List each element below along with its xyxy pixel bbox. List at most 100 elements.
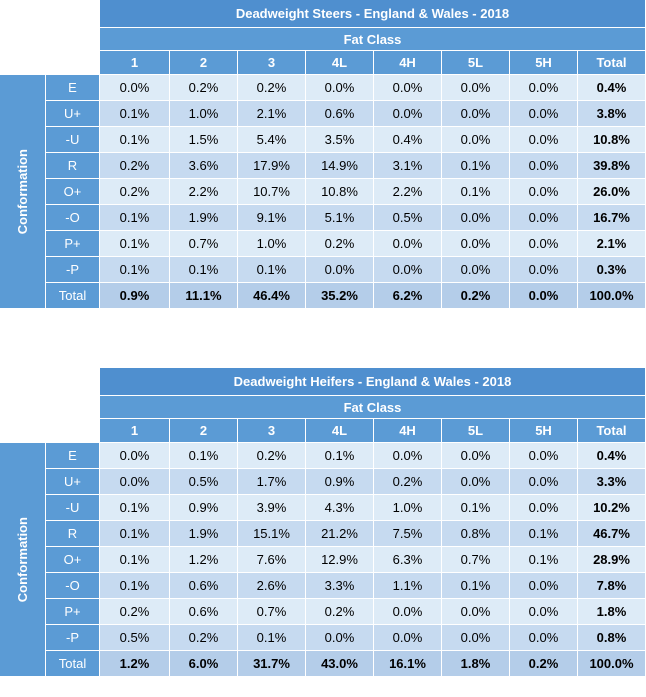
- data-cell: 2.1%: [578, 231, 646, 257]
- data-cell: 0.0%: [510, 599, 578, 625]
- data-cell: 0.0%: [442, 443, 510, 469]
- data-cell: 39.8%: [578, 153, 646, 179]
- data-cell: 3.5%: [306, 127, 374, 153]
- data-cell: 31.7%: [238, 651, 306, 677]
- data-cell: 2.2%: [170, 179, 238, 205]
- data-cell: 16.1%: [374, 651, 442, 677]
- data-cell: 0.0%: [510, 573, 578, 599]
- data-cell: 15.1%: [238, 521, 306, 547]
- data-cell: 1.2%: [170, 547, 238, 573]
- column-header: Total: [578, 419, 646, 443]
- data-cell: 35.2%: [306, 283, 374, 309]
- data-cell: 0.0%: [374, 101, 442, 127]
- data-cell: 0.8%: [578, 625, 646, 651]
- column-header: 4H: [374, 419, 442, 443]
- column-header: 2: [170, 419, 238, 443]
- data-cell: 12.9%: [306, 547, 374, 573]
- data-cell: 0.0%: [510, 153, 578, 179]
- data-cell: 0.5%: [100, 625, 170, 651]
- data-cell: 0.9%: [306, 469, 374, 495]
- data-cell: 11.1%: [170, 283, 238, 309]
- column-header: 4H: [374, 51, 442, 75]
- data-cell: 0.1%: [442, 573, 510, 599]
- data-cell: 3.9%: [238, 495, 306, 521]
- data-cell: 0.0%: [374, 625, 442, 651]
- data-cell: 0.3%: [578, 257, 646, 283]
- data-cell: 0.0%: [306, 75, 374, 101]
- data-cell: 2.6%: [238, 573, 306, 599]
- data-cell: 1.5%: [170, 127, 238, 153]
- data-cell: 0.8%: [442, 521, 510, 547]
- data-cell: 0.1%: [442, 179, 510, 205]
- data-cell: 0.4%: [578, 75, 646, 101]
- data-cell: 7.8%: [578, 573, 646, 599]
- data-cell: 1.0%: [170, 101, 238, 127]
- column-header: 3: [238, 419, 306, 443]
- data-cell: 0.1%: [100, 127, 170, 153]
- data-cell: 0.5%: [170, 469, 238, 495]
- data-cell: 0.0%: [510, 443, 578, 469]
- data-cell: 2.1%: [238, 101, 306, 127]
- data-cell: 0.7%: [170, 231, 238, 257]
- data-cell: 0.2%: [510, 651, 578, 677]
- row-label: P+: [46, 231, 100, 257]
- data-cell: 0.2%: [238, 75, 306, 101]
- data-cell: 1.0%: [238, 231, 306, 257]
- data-cell: 1.9%: [170, 205, 238, 231]
- data-cell: 10.8%: [306, 179, 374, 205]
- data-cell: 26.0%: [578, 179, 646, 205]
- row-label: -P: [46, 625, 100, 651]
- data-cell: 0.0%: [510, 75, 578, 101]
- row-label: -P: [46, 257, 100, 283]
- data-cell: 0.1%: [100, 547, 170, 573]
- group-header: Fat Class: [100, 396, 646, 419]
- data-cell: 7.6%: [238, 547, 306, 573]
- data-cell: 0.0%: [306, 625, 374, 651]
- data-cell: 0.0%: [442, 625, 510, 651]
- data-cell: 6.2%: [374, 283, 442, 309]
- data-cell: 0.0%: [510, 625, 578, 651]
- row-group-label-text: Conformation: [15, 516, 30, 603]
- data-cell: 3.1%: [374, 153, 442, 179]
- column-header: 5L: [442, 419, 510, 443]
- row-label: Total: [46, 651, 100, 677]
- column-header: 4L: [306, 419, 374, 443]
- data-cell: 6.3%: [374, 547, 442, 573]
- data-cell: 0.0%: [442, 257, 510, 283]
- row-label: O+: [46, 179, 100, 205]
- data-cell: 0.6%: [170, 573, 238, 599]
- data-cell: 100.0%: [578, 283, 646, 309]
- column-header: 2: [170, 51, 238, 75]
- data-cell: 14.9%: [306, 153, 374, 179]
- data-cell: 0.2%: [100, 153, 170, 179]
- data-cell: 0.0%: [510, 283, 578, 309]
- row-label: -O: [46, 573, 100, 599]
- data-cell: 0.1%: [238, 625, 306, 651]
- data-cell: 5.4%: [238, 127, 306, 153]
- data-cell: 0.9%: [100, 283, 170, 309]
- column-header: 1: [100, 419, 170, 443]
- data-cell: 0.4%: [578, 443, 646, 469]
- data-cell: 0.0%: [442, 75, 510, 101]
- data-cell: 0.1%: [170, 443, 238, 469]
- data-cell: 0.0%: [306, 257, 374, 283]
- data-cell: 3.8%: [578, 101, 646, 127]
- data-cell: 0.0%: [100, 443, 170, 469]
- row-label: R: [46, 521, 100, 547]
- data-cell: 0.0%: [374, 231, 442, 257]
- row-label: -U: [46, 127, 100, 153]
- data-cell: 1.2%: [100, 651, 170, 677]
- data-cell: 0.1%: [238, 257, 306, 283]
- data-cell: 0.2%: [100, 179, 170, 205]
- data-cell: 3.3%: [306, 573, 374, 599]
- data-cell: 1.7%: [238, 469, 306, 495]
- data-cell: 0.0%: [374, 443, 442, 469]
- column-header: Total: [578, 51, 646, 75]
- data-cell: 0.0%: [510, 469, 578, 495]
- row-group-label: Conformation: [0, 443, 46, 677]
- data-cell: 0.0%: [510, 101, 578, 127]
- row-label: Total: [46, 283, 100, 309]
- data-cell: 0.0%: [510, 127, 578, 153]
- data-cell: 0.1%: [510, 521, 578, 547]
- row-label: O+: [46, 547, 100, 573]
